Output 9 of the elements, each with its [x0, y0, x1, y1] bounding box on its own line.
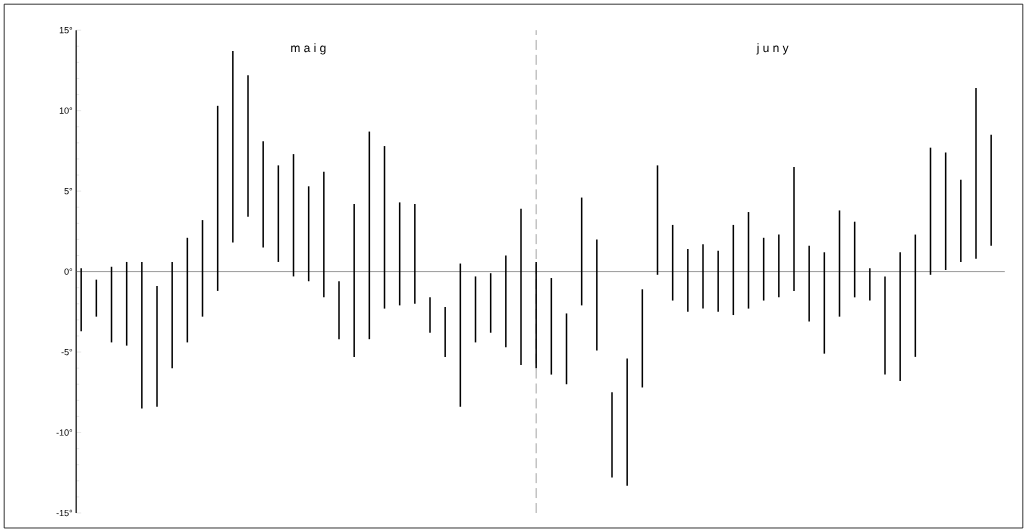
y-tick-label: -5° [61, 348, 73, 356]
y-tick-label: -15° [56, 509, 73, 517]
y-tick-label: -10° [56, 429, 73, 436]
y-tick-label: 15° [59, 26, 73, 34]
y-tick-label: 5° [64, 187, 73, 195]
annotation: j u n y [756, 43, 789, 55]
y-tick-label: 10° [59, 107, 73, 114]
annotation: m a i g [291, 43, 326, 55]
y-tick-label: 0° [64, 268, 73, 275]
